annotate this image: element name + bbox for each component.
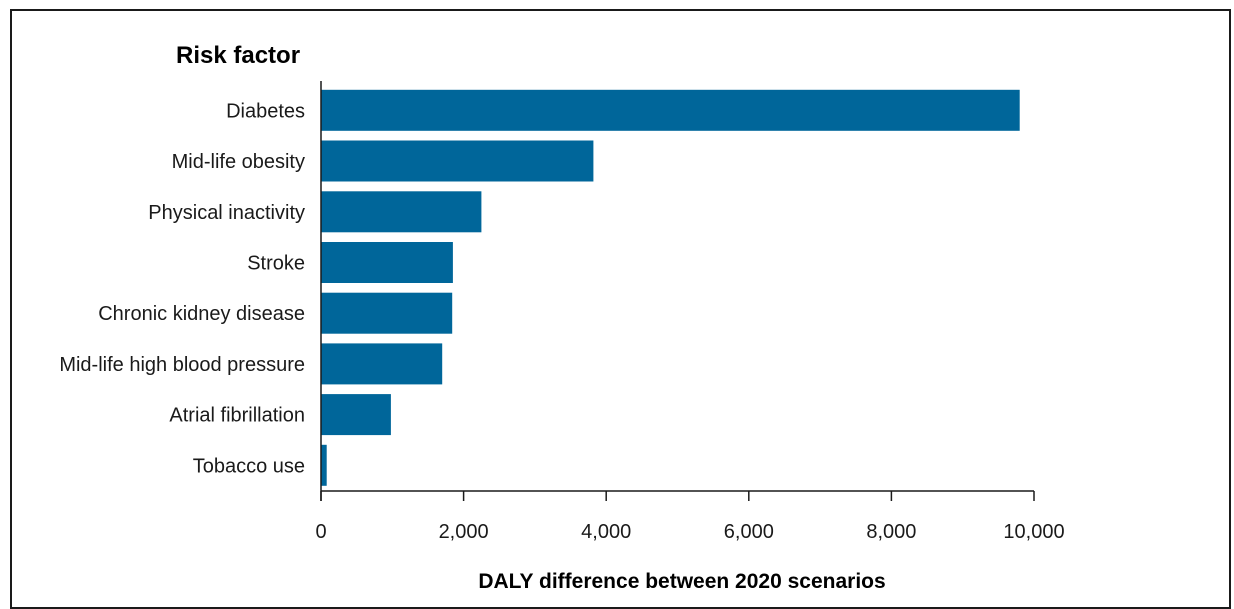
x-tick-label-4: 8,000 [866, 521, 916, 543]
bar-0 [321, 89, 1020, 131]
x-tick-label-2: 4,000 [581, 521, 631, 543]
bar-7 [321, 444, 327, 486]
chart-title: Risk factor [176, 42, 300, 69]
bar-5 [321, 343, 443, 385]
x-tick-label-1: 2,000 [439, 521, 489, 543]
category-labels: Diabetes Mid-life obesity Physical inactiv… [59, 100, 305, 477]
bar-1 [321, 140, 594, 182]
bar-4 [321, 292, 453, 334]
category-label-7: Tobacco use [193, 455, 305, 477]
category-label-6: Atrial fibrillation [169, 405, 305, 427]
bar-chart: Risk factor Diabetes Mid-life obesity Phys… [59, 42, 1065, 593]
x-tick-label-0: 0 [315, 521, 326, 543]
category-label-3: Stroke [247, 253, 305, 275]
bars-group [321, 89, 1020, 486]
category-label-2: Physical inactivity [148, 202, 305, 224]
category-label-4: Chronic kidney disease [98, 303, 305, 325]
x-axis: 0 2,000 4,000 6,000 8,000 10,000 [315, 81, 1065, 543]
x-tick-label-3: 6,000 [724, 521, 774, 543]
bar-2 [321, 191, 482, 233]
bar-6 [321, 394, 391, 436]
category-label-0: Diabetes [226, 100, 305, 122]
bar-3 [321, 242, 453, 283]
x-tick-label-5: 10,000 [1003, 521, 1064, 543]
x-axis-label: DALY difference between 2020 scenarios [478, 570, 885, 593]
category-label-1: Mid-life obesity [172, 151, 305, 173]
category-label-5: Mid-life high blood pressure [59, 354, 305, 376]
